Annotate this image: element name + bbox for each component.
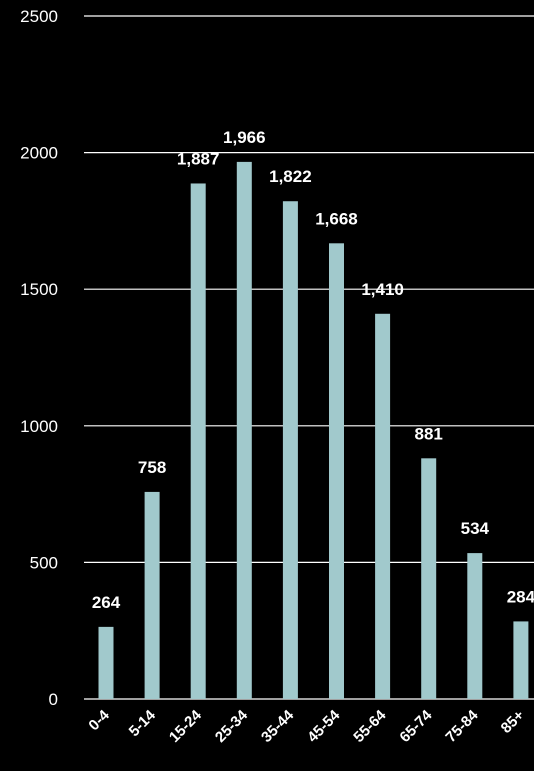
data-label: 881 [415,424,443,443]
x-tick-label: 5-14 [126,706,160,740]
x-tick-label: 55-64 [350,706,390,746]
bar-15-24 [190,183,206,699]
data-label: 1,966 [223,128,266,147]
y-tick-label: 2500 [20,7,58,26]
y-axis-tick-labels: 0 500 1000 1500 2000 2500 [20,7,58,709]
data-label: 1,410 [361,280,404,299]
data-label: 1,822 [269,167,312,186]
data-label: 264 [92,593,121,612]
data-label: 1,887 [177,149,220,168]
data-label: 1,668 [315,209,358,228]
bar-85+ [513,621,529,699]
y-tick-label: 0 [49,690,58,709]
bar-55-64 [375,313,391,699]
data-label: 758 [138,458,166,477]
bar-45-54 [329,243,344,699]
y-tick-label: 2000 [20,144,58,163]
bar-5-14 [144,491,160,699]
x-tick-label: 65-74 [396,706,436,746]
bar-0-4 [98,626,114,699]
x-tick-label: 35-44 [258,706,298,746]
x-tick-label: 15-24 [166,706,206,746]
data-label: 284 [507,587,534,606]
x-tick-label: 75-84 [442,706,482,746]
bar-75-84 [467,553,483,699]
bar-25-34 [236,161,252,699]
y-tick-label: 1500 [20,280,58,299]
x-tick-label: 85+ [498,707,528,737]
y-tick-label: 500 [30,553,58,572]
x-axis-tick-labels: 0-4 5-14 15-24 25-34 35-44 45-54 55-64 65-74 75-… [85,706,527,746]
x-tick-label: 45-54 [304,706,344,746]
bar-35-44 [282,201,298,699]
data-label: 534 [461,519,490,538]
y-tick-label: 1000 [20,417,58,436]
bar-65-74 [421,458,437,699]
x-tick-label: 25-34 [212,706,252,746]
x-tick-label: 0-4 [85,706,113,734]
bars [98,161,529,699]
